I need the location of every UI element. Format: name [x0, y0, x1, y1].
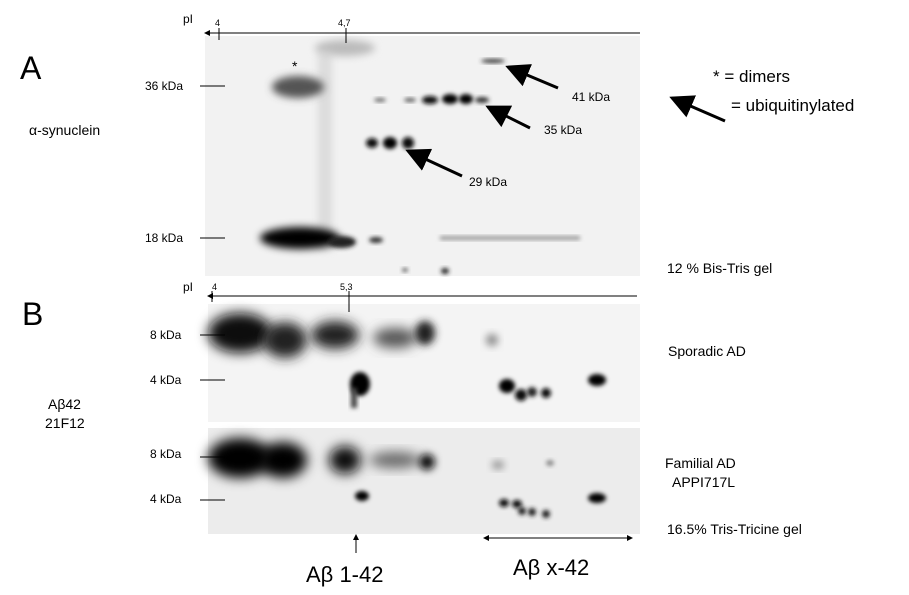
label-35kda: 35 kDa	[544, 123, 583, 137]
spot-35kda-faint	[374, 98, 386, 102]
arrow-35kda	[485, 105, 531, 130]
panel-b-letter: B	[22, 296, 44, 332]
spot-dimer	[272, 76, 324, 98]
mw-4kda-bottom: 4 kDa	[150, 492, 182, 506]
spot-35kda-b	[442, 94, 458, 104]
ph-axis-a	[204, 28, 640, 43]
sample-sporadic: Sporadic AD	[668, 343, 746, 359]
gel-b-familial	[208, 428, 640, 534]
ph-axis-b	[207, 291, 637, 312]
ph-mark-a: 4,7	[338, 18, 351, 28]
spot-35kda-c	[459, 94, 473, 104]
sample-familial-line2: APPI717L	[672, 474, 736, 490]
spot-29kda-c	[402, 137, 414, 149]
gel-a	[205, 36, 640, 276]
pi-axis-label-b: pI	[183, 280, 194, 294]
spot-35kda-a	[422, 96, 438, 104]
mw-18kda: 18 kDa	[145, 231, 184, 245]
ph-start-b: 4	[212, 282, 218, 292]
pi-axis-label-a: pI	[183, 12, 194, 26]
label-29kda: 29 kDa	[469, 175, 508, 189]
spot-41kda	[481, 59, 505, 63]
gel-type-a: 12 % Bis-Tris gel	[667, 260, 773, 276]
spot-monomer	[260, 227, 340, 249]
vertical-streak	[318, 50, 332, 250]
species-abeta-x-42: Aβ x-42	[513, 555, 590, 580]
legend-dimers: * = dimers	[713, 67, 790, 86]
antibody-a-label: α-synuclein	[29, 122, 101, 138]
arrow-29kda	[405, 148, 463, 178]
species-abeta-1-42: Aβ 1-42	[306, 562, 384, 587]
panel-a-letter: A	[20, 50, 42, 86]
label-41kda: 41 kDa	[572, 90, 611, 104]
legend-ubiquitinylated: = ubiquitinylated	[731, 96, 855, 115]
mw-8kda-top: 8 kDa	[150, 328, 182, 342]
mw-36kda: 36 kDa	[145, 79, 184, 93]
spot-29kda-a	[366, 138, 378, 148]
dimer-star: *	[292, 58, 298, 74]
ph-start-a: 4	[215, 18, 221, 28]
mw-8kda-bottom: 8 kDa	[150, 447, 182, 461]
gel-type-b: 16.5% Tris-Tricine gel	[667, 521, 802, 537]
band-faint-18kda	[440, 236, 580, 240]
arrow-legend	[669, 95, 726, 123]
mw-4kda-top: 4 kDa	[150, 373, 182, 387]
sample-familial-line1: Familial AD	[665, 455, 736, 471]
antibody-b-line2: 21F12	[45, 415, 85, 431]
gel-b-sporadic	[208, 304, 640, 422]
ph-mark-b: 5,3	[340, 282, 353, 292]
antibody-b-line1: Aβ42	[48, 396, 81, 412]
spot-35kda-d	[475, 97, 489, 103]
arrow-41kda	[505, 64, 559, 90]
spot-29kda-b	[383, 137, 397, 149]
